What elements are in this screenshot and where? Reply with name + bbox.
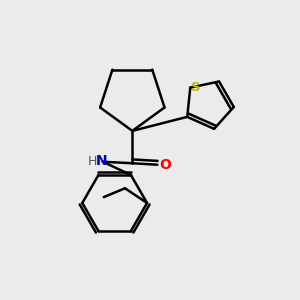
Text: S: S — [191, 81, 200, 94]
Text: N: N — [96, 154, 107, 168]
Text: H: H — [88, 155, 97, 168]
Text: O: O — [159, 158, 171, 172]
